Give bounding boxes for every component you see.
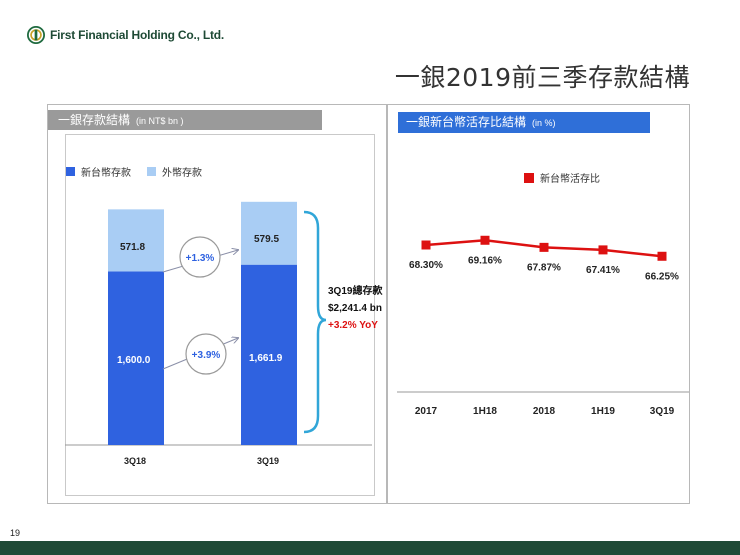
demand-ratio-header: 一銀新台幣活存比結構 (in %) xyxy=(398,112,650,133)
ratio-label-2017: 68.30% xyxy=(409,260,443,271)
ratio-category-2017: 2017 xyxy=(415,406,438,417)
legend-label-ntd: 新台幣存款 xyxy=(81,168,131,179)
bar-label-ntd-3q19: 1,661.9 xyxy=(249,353,283,364)
demand-ratio-unit: (in %) xyxy=(532,118,556,128)
ratio-point-2017 xyxy=(421,240,431,250)
total-deposit-yoy: +3.2% YoY xyxy=(328,320,378,331)
ratio-label-2018: 67.87% xyxy=(527,262,561,273)
bar-label-ntd-3q18: 1,600.0 xyxy=(117,355,151,366)
legend-label-foreign: 外幣存款 xyxy=(162,168,202,179)
growth-ntd-annotation: +3.9% xyxy=(162,333,238,375)
bar-chart-frame xyxy=(65,134,375,496)
growth-ntd-label: +3.9% xyxy=(192,350,221,361)
footer-bar xyxy=(0,541,740,555)
company-name: First Financial Holding Co., Ltd. xyxy=(50,28,225,42)
company-logo: First Financial Holding Co., Ltd. xyxy=(27,26,224,44)
ratio-category-1h19: 1H19 xyxy=(591,406,615,417)
demand-ratio-title: 一銀新台幣活存比結構 xyxy=(406,115,527,129)
total-brace xyxy=(303,210,327,434)
page-number: 19 xyxy=(10,528,21,538)
ratio-point-1h19 xyxy=(598,245,608,255)
ratio-category-3q19: 3Q19 xyxy=(650,406,675,417)
legend-swatch-foreign xyxy=(147,167,156,176)
bar-category-3q18: 3Q18 xyxy=(124,456,146,466)
bar-ntd-3q18 xyxy=(108,271,164,445)
bar-ntd-3q19 xyxy=(241,264,297,445)
bar-label-foreign-3q19: 579.5 xyxy=(254,234,279,245)
total-deposit-label: 3Q19總存款 xyxy=(328,284,383,297)
ratio-label-3q19: 66.25% xyxy=(645,271,679,282)
deposit-structure-unit: (in NT$ bn ) xyxy=(136,116,184,126)
legend-swatch-demand-ratio xyxy=(524,172,534,183)
first-financial-logo-icon xyxy=(27,26,45,44)
ratio-label-1h18: 69.16% xyxy=(468,255,502,266)
right-legend: 新台幣活存比 xyxy=(524,170,600,185)
legend-label-demand-ratio: 新台幣活存比 xyxy=(540,174,600,185)
demand-deposit-ratio-panel xyxy=(387,104,690,504)
ratio-label-1h19: 67.41% xyxy=(586,265,620,276)
deposit-structure-header: 一銀存款結構 (in NT$ bn ) xyxy=(48,110,322,130)
slide-title: 一銀2019前三季存款結構 xyxy=(394,63,690,92)
legend-swatch-ntd xyxy=(66,167,75,176)
total-deposit-value: $2,241.4 bn xyxy=(328,303,382,314)
growth-foreign-annotation: +1.3% xyxy=(162,236,238,278)
bar-foreign-3q19 xyxy=(241,201,297,265)
ratio-point-3q19 xyxy=(657,251,667,261)
growth-foreign-label: +1.3% xyxy=(186,253,215,264)
deposit-structure-panel xyxy=(47,104,387,504)
ratio-point-2018 xyxy=(539,242,549,252)
ratio-category-1h18: 1H18 xyxy=(473,406,497,417)
deposit-structure-title: 一銀存款結構 xyxy=(58,113,131,127)
bar-category-3q19: 3Q19 xyxy=(257,456,279,466)
bar-foreign-3q18 xyxy=(108,209,164,272)
left-legend: 新台幣存款 外幣存款 xyxy=(66,164,202,179)
ratio-point-1h18 xyxy=(480,235,490,245)
ratio-category-2018: 2018 xyxy=(533,406,556,417)
bar-label-foreign-3q18: 571.8 xyxy=(120,242,145,253)
